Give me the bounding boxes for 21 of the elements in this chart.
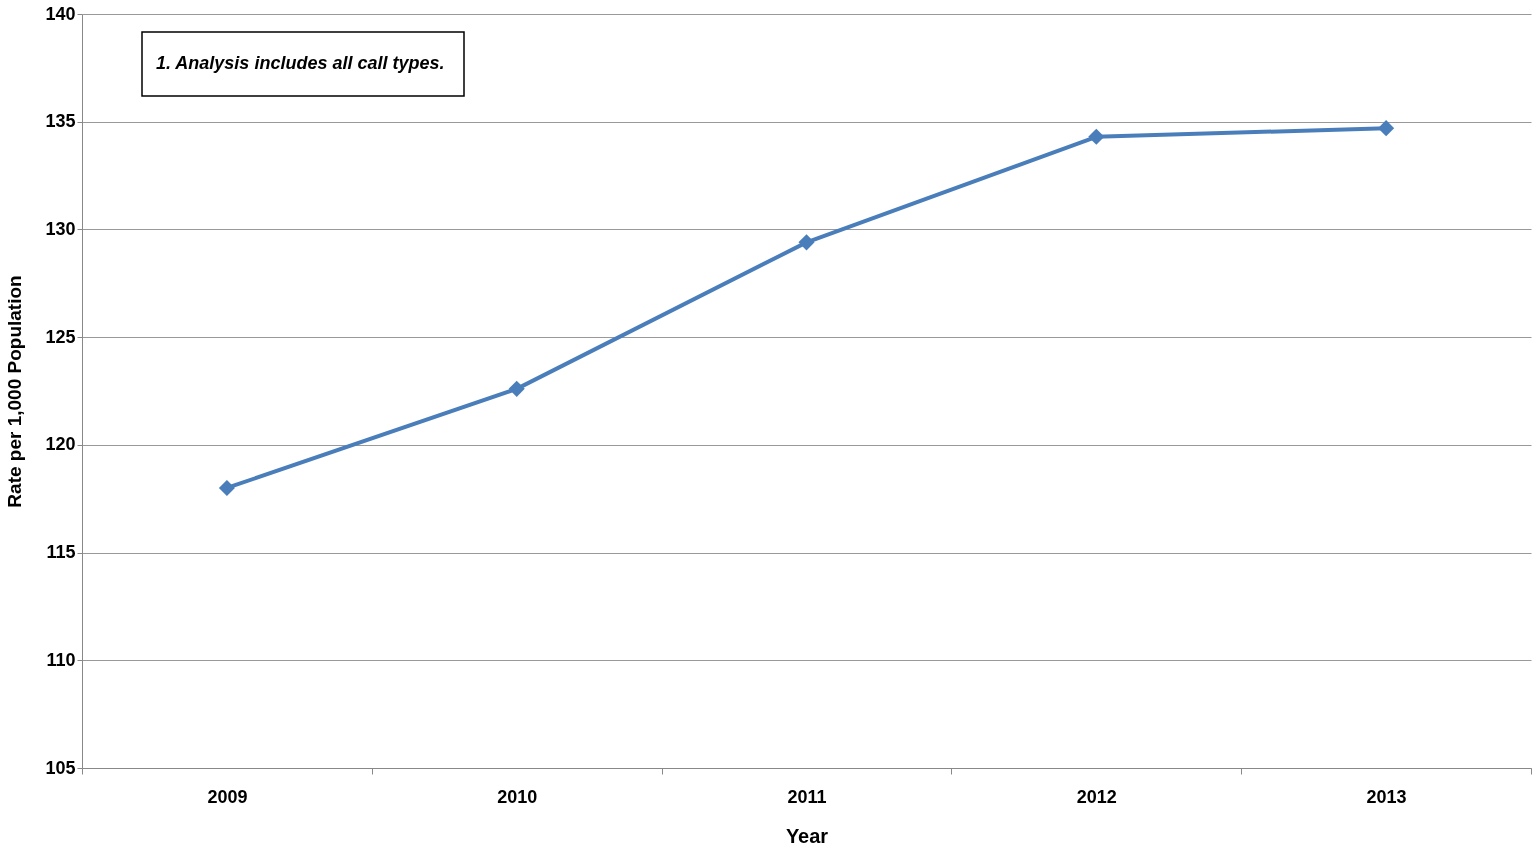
annotation: 1. Analysis includes all call types.: [156, 53, 445, 73]
x-axis-title: Year: [785, 824, 829, 847]
x-tick-label: 2009: [207, 786, 248, 807]
point: [798, 234, 815, 251]
x-tick-label: 2013: [1366, 786, 1407, 807]
point: [508, 380, 525, 397]
y-tick-label: 140: [45, 3, 76, 24]
y-tick-label: 120: [45, 434, 76, 455]
x-tick-label: 2011: [787, 786, 827, 807]
point: [1088, 128, 1105, 145]
x-tick-label: 2012: [1076, 786, 1117, 807]
y-tick-label: 110: [46, 649, 76, 670]
y-axis-title: Rate per 1,000 Population: [4, 275, 26, 508]
y-tick-label: 125: [45, 326, 76, 347]
point: [1378, 120, 1395, 137]
x-tick-label: 2010: [497, 786, 538, 807]
y-tick-label: 115: [46, 542, 76, 563]
y-tick-label: 130: [45, 218, 76, 239]
point: [218, 479, 235, 496]
y-tick-label: 105: [45, 757, 76, 778]
y-tick-label: 135: [45, 111, 76, 132]
